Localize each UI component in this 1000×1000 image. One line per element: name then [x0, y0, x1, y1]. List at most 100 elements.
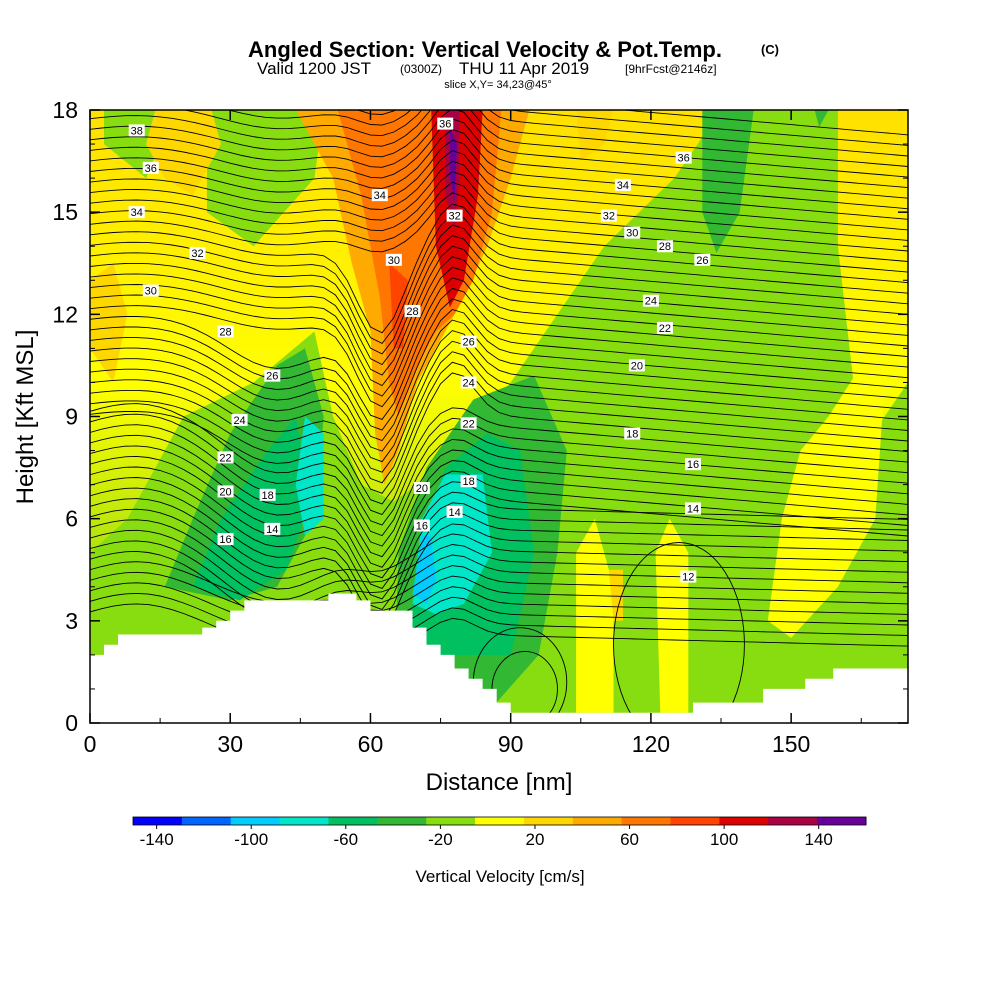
- contour-label-bg: [460, 376, 477, 389]
- theta-contour-line: [90, 508, 908, 632]
- contour-label: 36: [145, 163, 157, 175]
- theta-contour-line: [90, 203, 908, 334]
- theta-contour-line: [90, 160, 908, 241]
- colorbar-swatch: [719, 817, 769, 825]
- contour-label: 14: [266, 524, 278, 536]
- theta-contour-line: [90, 110, 908, 189]
- contour-label-bg: [437, 117, 454, 130]
- contour-label: 18: [261, 490, 273, 502]
- x-tick-label: 150: [772, 731, 810, 757]
- theta-contour-line: [182, 110, 908, 157]
- downdraft-left-core: [192, 416, 310, 601]
- theta-contour-line: [90, 582, 908, 633]
- contour-label: 34: [617, 180, 629, 192]
- yellow-band-low: [576, 518, 614, 713]
- downdraft-left-cyan: [295, 416, 324, 536]
- contour-label: 24: [233, 415, 245, 427]
- contour-label: 20: [219, 486, 231, 498]
- contour-label: 32: [603, 211, 615, 223]
- colorbar-swatch: [377, 817, 427, 825]
- colorbar-swatch: [621, 817, 672, 825]
- theta-contour-line: [90, 110, 908, 178]
- theta-contour-line: [90, 407, 908, 516]
- contour-label: 16: [687, 459, 699, 471]
- contour-label-bg: [217, 325, 234, 338]
- contour-label-bg: [460, 417, 477, 430]
- contour-label-bg: [385, 253, 402, 266]
- y-tick-label: 6: [65, 506, 78, 532]
- theta-contour-line: [90, 319, 908, 452]
- theta-contour-line: [90, 308, 908, 442]
- x-axis-label: Distance [nm]: [426, 769, 573, 796]
- updraft-red-core: [431, 110, 483, 308]
- colorbar-swatch: [670, 817, 720, 825]
- plot-field: 38 36 34 32 30 28 26 24 22 20 18 16 14 36 34 32 30 28 26 24…: [90, 110, 908, 723]
- contour-label-bg: [614, 178, 631, 191]
- terrain: [90, 593, 908, 723]
- theta-contour-line: [90, 110, 908, 167]
- contour-label-bg: [446, 209, 463, 222]
- theta-contour-line: [226, 110, 908, 146]
- theta-contour-line: [90, 340, 908, 473]
- contour-label: 34: [131, 207, 143, 219]
- theta-contour-line: [90, 487, 908, 611]
- y-tick-label: 15: [52, 199, 78, 225]
- theta-contour-line: [90, 213, 908, 344]
- contour-label: 32: [191, 248, 203, 260]
- theta-contour-line: [90, 550, 908, 622]
- contour-label: 14: [448, 507, 460, 519]
- theta-contour-line: [90, 245, 908, 376]
- y-tick-label: 18: [52, 97, 78, 123]
- contour-label: 30: [388, 255, 400, 267]
- subtitle-zulu: (0300Z): [400, 62, 442, 76]
- contour-label: 32: [448, 211, 460, 223]
- theta-contour-line: [90, 192, 908, 273]
- y-tick-label: 3: [65, 608, 78, 634]
- contour-label-bg: [128, 124, 145, 137]
- orange-patch-top-right: [576, 110, 614, 162]
- contour-label-bg: [684, 502, 701, 515]
- x-tick-label: 0: [84, 731, 97, 757]
- contour-label-bg: [217, 533, 234, 546]
- colorbar: -140 -100 -60 -20 20 60 100 140: [132, 816, 867, 849]
- colorbar-swatch: [181, 817, 232, 825]
- contour-labels: 38 36 34 32 30 28 26 24 22 20 18 16 14 36 34 32 30 28 26 24…: [128, 117, 711, 584]
- colorbar-swatch: [279, 817, 329, 825]
- contour-label-bg: [189, 247, 206, 260]
- yellow-band-low-right: [655, 518, 689, 713]
- theta-contour-line: [90, 298, 908, 431]
- theta-contour-line: [90, 540, 908, 611]
- theta-contour-line: [90, 455, 908, 579]
- theta-contour-line: [90, 519, 908, 590]
- orange-patch-top: [146, 110, 221, 196]
- theta-contour-line: [90, 434, 908, 558]
- x-axis: 0 30 60 90 120 150: [84, 110, 862, 757]
- contour-label: 34: [374, 190, 386, 202]
- contour-label-bg: [680, 570, 697, 583]
- theta-contour-line: [90, 150, 908, 231]
- contour-label: 36: [678, 153, 690, 165]
- contour-label-bg: [446, 505, 463, 518]
- subtitle-valid: Valid 1200 JST: [257, 59, 371, 78]
- colorbar-tick-label: -60: [334, 830, 359, 849]
- x-tick-label: 60: [358, 731, 384, 757]
- contour-label: 16: [219, 534, 231, 546]
- contour-label: 14: [687, 503, 699, 515]
- colorbar-tick-label: 140: [805, 830, 833, 849]
- theta-contour-line: [90, 372, 908, 505]
- contour-label-bg: [460, 335, 477, 348]
- contour-label-bg: [217, 451, 234, 464]
- contour-label-bg: [656, 321, 673, 334]
- contour-label: 18: [462, 476, 474, 488]
- theta-contour-line: [90, 277, 908, 408]
- theta-contour-line: [90, 128, 908, 210]
- contour-label: 26: [696, 255, 708, 267]
- subtitle-date: THU 11 Apr 2019: [459, 59, 589, 78]
- contour-label-bg: [264, 369, 281, 382]
- theta-contour-line: [90, 561, 908, 612]
- contour-label-bg: [413, 519, 430, 532]
- colorbar-swatch: [572, 817, 623, 825]
- contour-label-bg: [694, 253, 711, 266]
